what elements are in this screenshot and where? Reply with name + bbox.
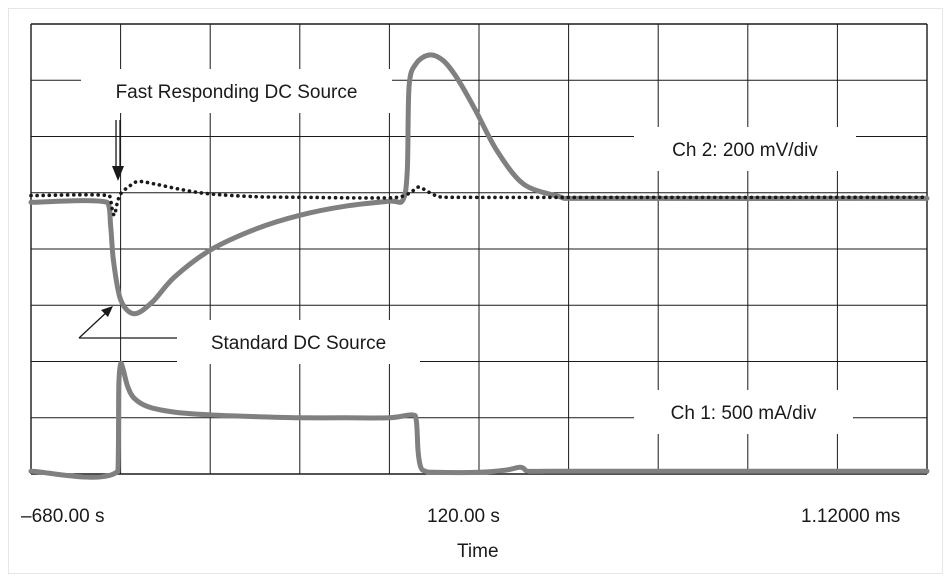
fast-source-annotation-box — [81, 69, 392, 113]
x-axis-label: Time — [457, 541, 499, 562]
annotation-arrows — [78, 120, 179, 339]
ch1-scale-annotation-label: Ch 1: 500 mA/div — [671, 403, 817, 424]
fast-source-arrowhead — [112, 166, 124, 181]
standard-source-annotation-box — [177, 320, 420, 364]
standard-dc-source-trace — [28, 52, 930, 317]
ch2-scale-annotation-label: Ch 2: 200 mV/div — [672, 140, 818, 161]
standard-source-arrowhead — [101, 306, 113, 317]
oscilloscope-chart: Fast Responding DC Source Standard DC Sou… — [28, 23, 930, 480]
x-tick-label-right: 1.12000 ms — [801, 506, 901, 527]
standard-source-leader-line — [78, 309, 110, 339]
figure-frame: Fast Responding DC Source Standard DC Sou… — [8, 8, 943, 574]
signal-traces — [28, 52, 930, 480]
fast-source-annotation-label: Fast Responding DC Source — [116, 82, 358, 103]
ch1-scale-annotation-box — [634, 390, 853, 434]
ch2-scale-annotation-box — [634, 127, 856, 171]
fast-responding-dc-source-trace — [29, 179, 929, 218]
x-tick-label-left: –680.00 s — [21, 506, 105, 527]
ch-1-current-trace — [28, 361, 930, 480]
annotation-boxes: Fast Responding DC Source Standard DC Sou… — [81, 69, 856, 434]
standard-source-annotation-label: Standard DC Source — [211, 333, 386, 354]
x-tick-label-center: 120.00 s — [427, 506, 500, 527]
